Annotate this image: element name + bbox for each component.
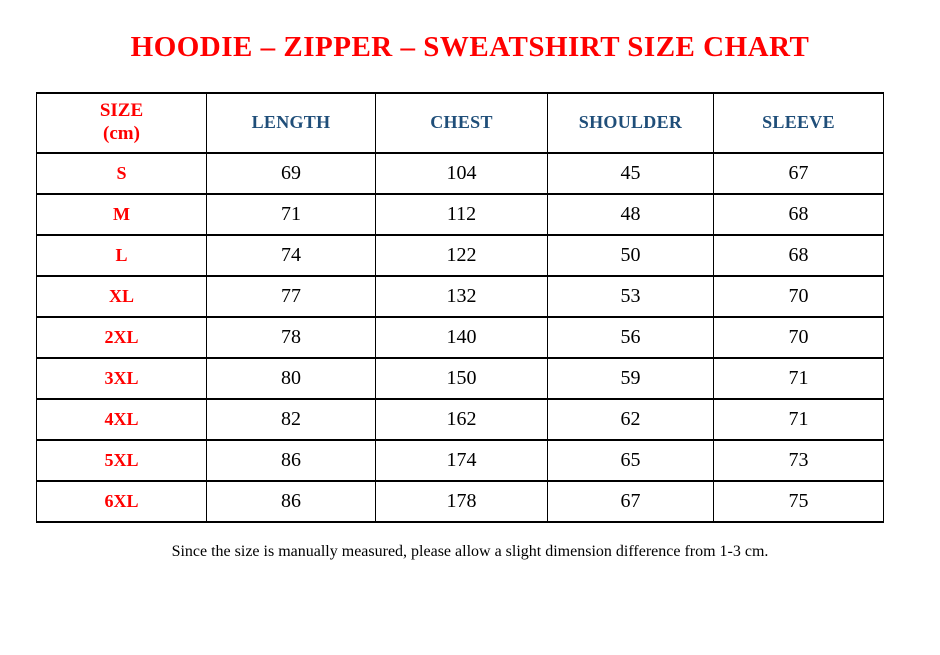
size-chart-page: . HOODIE – ZIPPER – SWEATSHIRT SIZE CHAR… [0, 31, 940, 561]
sleeve-cell: 73 [713, 438, 884, 482]
sleeve-cell: 68 [713, 233, 884, 277]
size-cell: 6XL [36, 479, 207, 523]
length-cell: 86 [206, 479, 376, 523]
size-cell: S [36, 151, 207, 195]
shoulder-cell: 53 [547, 274, 714, 318]
sleeve-cell: 68 [713, 192, 884, 236]
shoulder-cell: 67 [547, 479, 714, 523]
table-row: 5XL 86 174 65 73 [36, 438, 884, 482]
shoulder-cell: 62 [547, 397, 714, 441]
length-cell: 74 [206, 233, 376, 277]
sleeve-cell: 70 [713, 315, 884, 359]
header-row: SIZE (cm) LENGTH CHEST SHOULDER SLEEVE [36, 91, 884, 154]
size-header-line1: SIZE [99, 100, 144, 122]
sleeve-cell: 75 [713, 479, 884, 523]
length-cell: 80 [206, 356, 376, 400]
size-cell: XL [36, 274, 207, 318]
sleeve-cell: 71 [713, 356, 884, 400]
chest-cell: 112 [375, 192, 548, 236]
footer-note: Since the size is manually measured, ple… [171, 542, 769, 560]
shoulder-cell: 59 [547, 356, 714, 400]
shoulder-cell: 45 [547, 151, 714, 195]
size-header-line2: (cm) [103, 122, 140, 144]
chest-cell: 132 [375, 274, 548, 318]
length-cell: 69 [206, 151, 376, 195]
col-header-size: SIZE (cm) [36, 91, 207, 154]
col-header-chest: CHEST [375, 91, 548, 154]
chest-cell: 150 [375, 356, 548, 400]
shoulder-cell: 48 [547, 192, 714, 236]
col-header-shoulder: SHOULDER [547, 91, 714, 154]
table-row: M 71 112 48 68 [36, 192, 884, 236]
chest-cell: 162 [375, 397, 548, 441]
chest-cell: 178 [375, 479, 548, 523]
sleeve-cell: 67 [713, 151, 884, 195]
table-row: 4XL 82 162 62 71 [36, 397, 884, 441]
size-cell: 3XL [36, 356, 207, 400]
table-row: L 74 122 50 68 [36, 233, 884, 277]
size-cell: L [36, 233, 207, 277]
table-row: XL 77 132 53 70 [36, 274, 884, 318]
table-row: 6XL 86 178 67 75 [36, 479, 884, 523]
length-cell: 77 [206, 274, 376, 318]
table-row: 3XL 80 150 59 71 [36, 356, 884, 400]
length-cell: 71 [206, 192, 376, 236]
shoulder-cell: 65 [547, 438, 714, 482]
shoulder-cell: 50 [547, 233, 714, 277]
shoulder-cell: 56 [547, 315, 714, 359]
table-row: 2XL 78 140 56 70 [36, 315, 884, 359]
size-cell: 2XL [36, 315, 207, 359]
chest-cell: 174 [375, 438, 548, 482]
length-cell: 86 [206, 438, 376, 482]
sleeve-cell: 71 [713, 397, 884, 441]
size-cell: 5XL [36, 438, 207, 482]
length-cell: 82 [206, 397, 376, 441]
length-cell: 78 [206, 315, 376, 359]
size-cell: M [36, 192, 207, 236]
table-row: S 69 104 45 67 [36, 151, 884, 195]
col-header-sleeve: SLEEVE [713, 91, 884, 154]
col-header-length: LENGTH [206, 91, 376, 154]
size-cell: 4XL [36, 397, 207, 441]
chest-cell: 104 [375, 151, 548, 195]
chest-cell: 140 [375, 315, 548, 359]
stray-dot-mark: . [475, 32, 479, 47]
chest-cell: 122 [375, 233, 548, 277]
page-title: HOODIE – ZIPPER – SWEATSHIRT SIZE CHART [130, 31, 810, 63]
size-chart-table: SIZE (cm) LENGTH CHEST SHOULDER SLEEVE S… [36, 91, 884, 523]
sleeve-cell: 70 [713, 274, 884, 318]
